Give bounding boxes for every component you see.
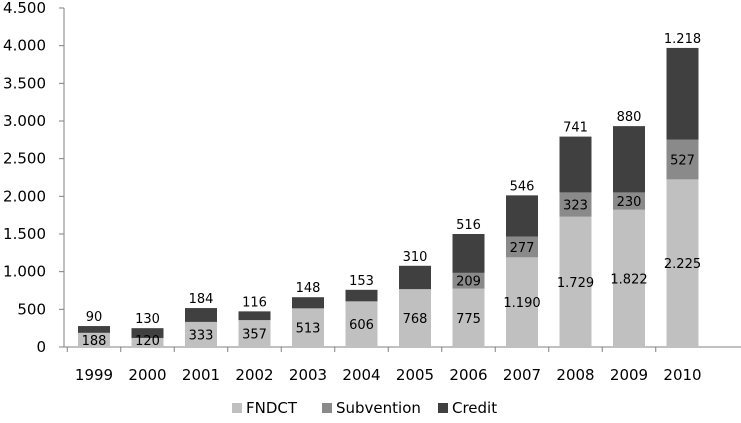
x-tick-label: 2004	[342, 366, 380, 384]
data-label: 513	[296, 322, 321, 337]
bar-segment-credit	[399, 265, 431, 290]
bar-segment-fndct	[78, 332, 110, 347]
bar-segment-credit	[345, 289, 378, 302]
bar-segment-credit	[131, 328, 164, 338]
legend-label-credit: Credit	[452, 399, 497, 417]
data-label: 546	[510, 179, 535, 194]
data-label: 1.190	[503, 296, 540, 311]
y-tick-label: 4.500	[3, 0, 46, 17]
y-tick-label: 1.000	[3, 263, 46, 281]
bar-segment-subvention	[666, 139, 699, 180]
y-tick-label: 0	[36, 338, 46, 356]
axes: 0 500 1.000 1.500 2.000 2.500 3.000 3.500 4.000 4…	[3, 0, 741, 384]
data-label: 323	[563, 199, 588, 214]
legend-swatch-credit	[438, 403, 448, 413]
x-tick-label: 2005	[396, 366, 434, 384]
bar-segment-credit	[613, 126, 645, 193]
bar-segment-credit	[78, 326, 110, 333]
data-label: 606	[349, 318, 374, 333]
x-tick-label: 2009	[610, 366, 648, 384]
x-tick-label: 1999	[75, 366, 113, 384]
bar-segment-fndct	[666, 179, 699, 347]
data-labels: 188 90 120 130 333 184 357 116 513 148 606 153 768 31…	[82, 32, 702, 349]
bar-segment-fndct	[452, 288, 485, 347]
y-tick-label: 2.000	[3, 187, 46, 205]
bar-segment-fndct	[399, 289, 431, 347]
data-label: 1.822	[610, 272, 647, 287]
x-tick-label: 2002	[235, 366, 273, 384]
legend-label-subvention: Subvention	[336, 399, 421, 417]
bar-segment-subvention	[452, 272, 485, 289]
data-label: 188	[82, 334, 107, 349]
bar-segment-fndct	[238, 320, 271, 347]
x-tick-label: 2007	[503, 366, 541, 384]
data-label: 880	[617, 110, 642, 125]
y-tick-label: 2.500	[3, 150, 46, 168]
bar-segment-credit	[238, 311, 271, 321]
data-label: 775	[456, 312, 481, 327]
bar-segment-fndct	[506, 257, 538, 347]
data-label: 516	[456, 218, 481, 233]
bar-segment-credit	[666, 47, 699, 140]
data-label: 1.729	[557, 276, 594, 291]
data-label: 357	[242, 328, 267, 343]
data-label: 2.225	[664, 257, 701, 272]
x-tick-label: 2010	[663, 366, 701, 384]
legend: FNDCT Subvention Credit	[232, 399, 497, 417]
y-tick-label: 3.000	[3, 112, 46, 130]
legend-label-fndct: FNDCT	[246, 399, 298, 417]
data-label: 333	[189, 328, 214, 343]
x-tick-label: 2008	[556, 366, 594, 384]
bar-segment-credit	[185, 308, 217, 322]
x-tick-label: 2006	[449, 366, 487, 384]
data-label: 120	[135, 334, 160, 349]
data-label: 1.218	[664, 32, 701, 47]
bar-segment-credit	[292, 297, 324, 309]
x-tick-label: 2003	[289, 366, 327, 384]
y-tick-label: 4.000	[3, 37, 46, 55]
bar-segment-fndct	[292, 308, 324, 347]
bars	[78, 47, 699, 347]
bar-segment-fndct	[345, 301, 378, 347]
bar-segment-credit	[506, 195, 538, 237]
data-label: 209	[456, 275, 481, 290]
data-label: 148	[296, 281, 321, 296]
bar-segment-credit	[452, 234, 485, 273]
data-label: 527	[670, 154, 695, 169]
bar-segment-subvention	[506, 236, 538, 258]
x-tick-label: 2001	[182, 366, 220, 384]
x-tick-label: 2000	[128, 366, 166, 384]
data-label: 230	[617, 195, 642, 210]
data-label: 310	[403, 250, 428, 265]
y-tick-label: 500	[17, 300, 46, 318]
data-label: 130	[135, 312, 160, 327]
bar-segment-fndct	[185, 321, 217, 347]
y-tick-label: 1.500	[3, 225, 46, 243]
bar-segment-fndct	[131, 337, 164, 347]
bar-segment-credit	[559, 136, 592, 193]
bar-segment-subvention	[613, 192, 645, 210]
legend-swatch-subvention	[322, 403, 332, 413]
data-label: 741	[563, 121, 588, 136]
data-label: 768	[403, 312, 428, 327]
data-label: 116	[242, 295, 267, 310]
bar-segment-fndct	[613, 209, 645, 347]
legend-swatch-fndct	[232, 403, 242, 413]
bar-segment-subvention	[559, 192, 592, 217]
data-label: 153	[349, 274, 374, 289]
y-tick-label: 3.500	[3, 74, 46, 92]
bar-segment-fndct	[559, 216, 592, 347]
data-label: 184	[189, 292, 214, 307]
data-label: 90	[86, 310, 103, 325]
data-label: 277	[510, 241, 535, 256]
